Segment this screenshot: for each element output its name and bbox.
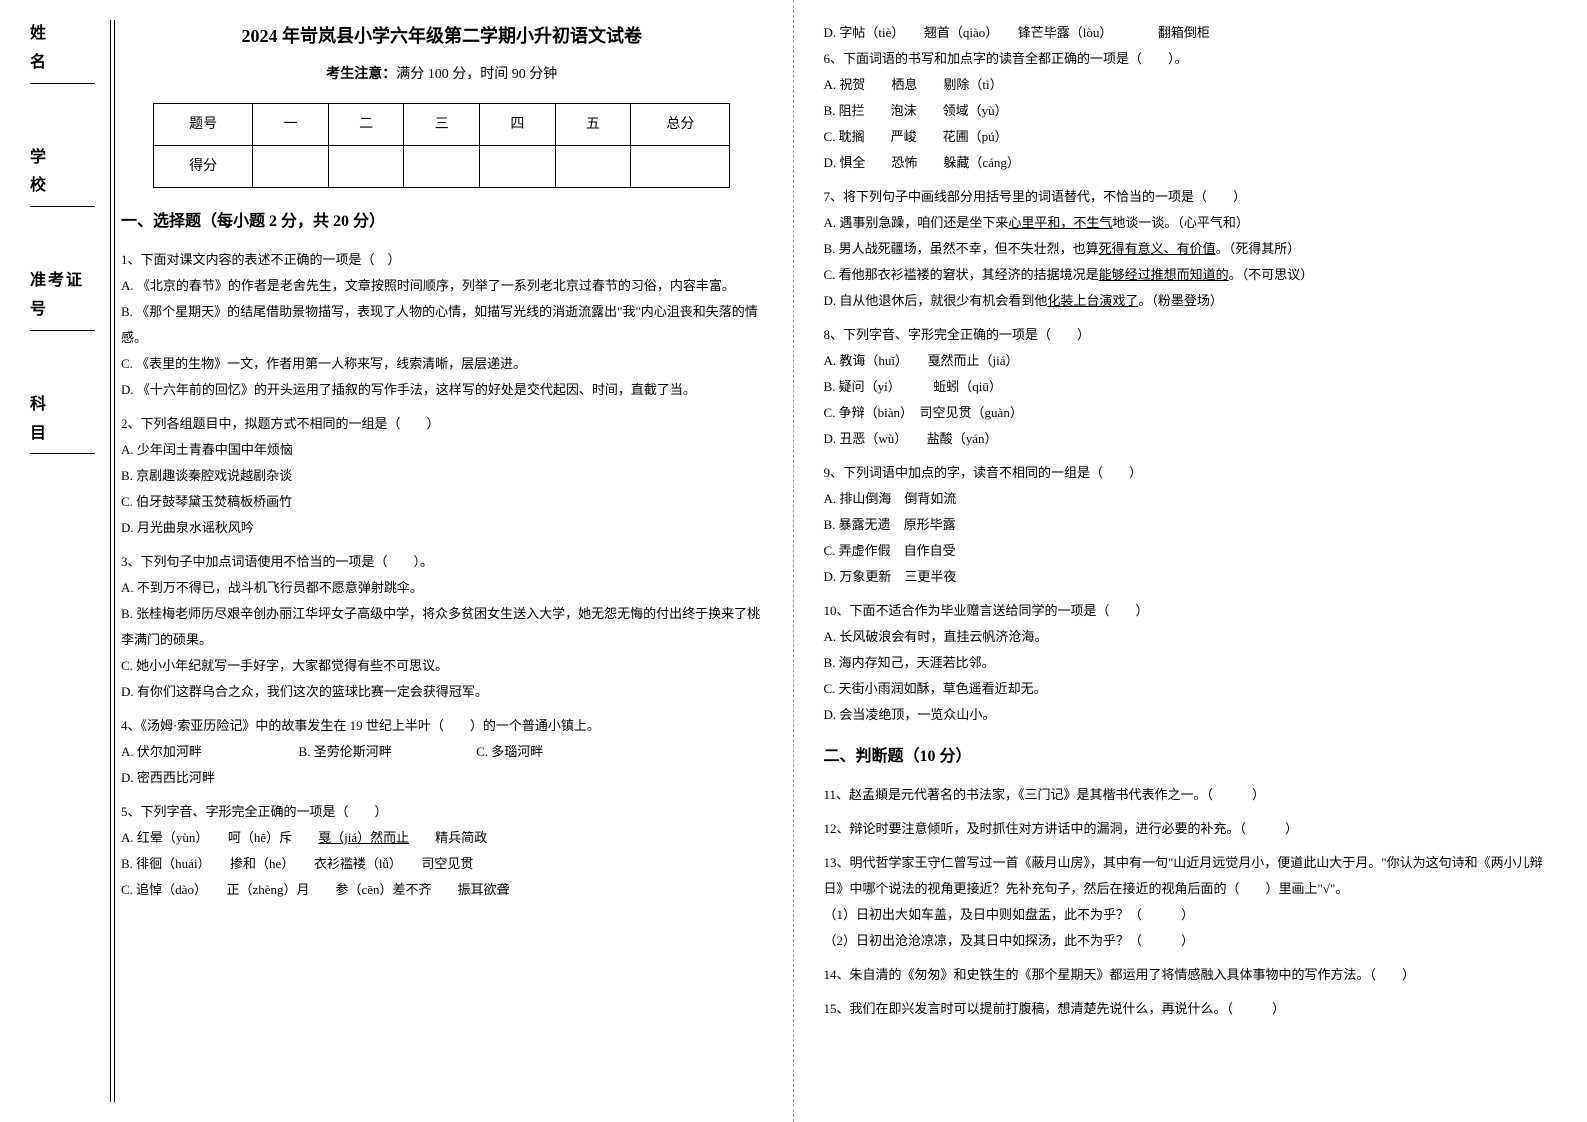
q5-b: B. 徘徊（huái） 掺和（he） 衣衫褴褛（lǚ） 司空见贯 [121,851,763,877]
notice-text: 满分 100 分，时间 90 分钟 [396,67,557,82]
q3-b: B. 张桂梅老师历尽艰辛创办丽江华坪女子高级中学，将众多贫困女生送入大学，她无怨… [121,601,763,653]
q6-stem: 6、下面词语的书写和加点字的读音全都正确的一项是（ ）。 [824,46,1558,72]
section1-title: 一、选择题（每小题 2 分，共 20 分） [121,208,763,237]
question-4: 4、《汤姆·索亚历险记》中的故事发生在 19 世纪上半叶（ ）的一个普通小镇上。… [121,713,763,791]
q9-a: A. 排山倒海 倒背如流 [824,486,1176,512]
q4-b: B. 圣劳伦斯河畔 [299,739,447,765]
q8-stem: 8、下列字音、字形完全正确的一项是（ ） [824,322,1558,348]
q2-c: C. 伯牙鼓琴黛玉焚稿板桥画竹 [121,489,429,515]
q2-stem: 2、下列各组题目中，拟题方式不相同的一组是（ ） [121,411,763,437]
q6-b: B. 阻拦 泡沫 领域（yù） [824,98,1176,124]
q7-b: B. 男人战死疆场，虽然不幸，但不失壮烈，也算死得有意义、有价值。（死得其所） [824,236,1558,262]
q10-d: D. 会当凌绝顶，一览众山小。 [824,702,1176,728]
q5-a: A. 红晕（yùn） 呵（hē）斥 戛（jiá）然而止 精兵简政 [121,825,763,851]
q3-c: C. 她小小年纪就写一手好字，大家都觉得有些不可思议。 [121,653,763,679]
score-table: 题号 一 二 三 四 五 总分 得分 [153,103,730,188]
q8-c: C. 争辩（biàn） 司空见贯（guàn） [824,400,1176,426]
q5-stem: 5、下列字音、字形完全正确的一项是（ ） [121,799,763,825]
q10-stem: 10、下面不适合作为毕业赠言送给同学的一项是（ ） [824,598,1558,624]
q9-stem: 9、下列词语中加点的字，读音不相同的一组是（ ） [824,460,1558,486]
q7-stem: 7、将下列句子中画线部分用括号里的词语替代，不恰当的一项是（ ） [824,184,1558,210]
question-12: 12、辩论时要注意倾听，及时抓住对方讲话中的漏洞，进行必要的补充。（ ） [824,816,1558,842]
q7-d: D. 自从他退休后，就很少有机会看到他化装上台演戏了。（粉墨登场） [824,288,1558,314]
q1-d: D. 《十六年前的回忆》的开头运用了插叙的写作手法，这样写的好处是交代起因、时间… [121,377,763,403]
q10-c: C. 天街小雨润如酥，草色遥看近却无。 [824,676,1176,702]
q1-b: B. 《那个星期天》的结尾借助景物描写，表现了人物的心情，如描写光线的消逝流露出… [121,299,763,351]
section2-title: 二、判断题（10 分） [824,743,1558,772]
sidebar-examid-label: 准考证号 [30,272,84,318]
score-header-0: 题号 [154,103,253,145]
q8-b: B. 疑问（yí） 蚯蚓（qiū） [824,374,1176,400]
sidebar-subject-label: 科 目 [30,396,78,442]
notice-label: 考生注意： [326,67,396,82]
q2-d: D. 月光曲泉水谣秋风吟 [121,515,429,541]
question-11: 11、赵孟頫是元代著名的书法家，《三门记》是其楷书代表作之一。（ ） [824,782,1558,808]
q13-sub1: （1）日初出大如车盖，及日中则如盘盂，此不为乎？（ ） [824,902,1558,928]
q9-d: D. 万象更新 三更半夜 [824,564,1176,590]
q7-c: C. 看他那衣衫褴褛的窘状，其经济的拮据境况是能够经过推想而知道的。（不可思议） [824,262,1558,288]
sidebar-name-label: 姓 名 [30,25,78,71]
exam-title: 2024 年岢岚县小学六年级第二学期小升初语文试卷 [121,20,763,52]
q4-a: A. 伏尔加河畔 [121,739,269,765]
q9-c: C. 弄虚作假 自作自受 [824,538,1176,564]
q3-stem: 3、下列句子中加点词语使用不恰当的一项是（ ）。 [121,549,763,575]
question-10: 10、下面不适合作为毕业赠言送给同学的一项是（ ） A. 长风破浪会有时，直挂云… [824,598,1558,728]
q10-b: B. 海内存知己，天涯若比邻。 [824,650,1176,676]
q6-d: D. 惧全 恐怖 躲藏（cáng） [824,150,1176,176]
score-header-3: 三 [404,103,480,145]
exam-notice: 考生注意：满分 100 分，时间 90 分钟 [121,62,763,87]
question-3: 3、下列句子中加点词语使用不恰当的一项是（ ）。 A. 不到万不得已，战斗机飞行… [121,549,763,705]
score-header-1: 一 [253,103,329,145]
question-7: 7、将下列句子中画线部分用括号里的词语替代，不恰当的一项是（ ） A. 遇事别急… [824,184,1558,314]
question-15: 15、我们在即兴发言时可以提前打腹稿，想清楚先说什么，再说什么。（ ） [824,996,1558,1022]
q8-d: D. 丑恶（wù） 盐酸（yán） [824,426,1176,452]
q4-stem: 4、《汤姆·索亚历险记》中的故事发生在 19 世纪上半叶（ ）的一个普通小镇上。 [121,713,763,739]
q1-stem: 1、下面对课文内容的表述不正确的一项是（ ） [121,247,763,273]
q1-a: A. 《北京的春节》的作者是老舍先生，文章按照时间顺序，列举了一系列老北京过春节… [121,273,763,299]
score-row-label: 得分 [154,145,253,187]
q4-d: D. 密西西比河畔 [121,765,269,791]
q6-c: C. 耽搁 严峻 花圃（pú） [824,124,1176,150]
question-14: 14、朱自清的《匆匆》和史铁生的《那个星期天》都运用了将情感融入具体事物中的写作… [824,962,1558,988]
question-6: 6、下面词语的书写和加点字的读音全都正确的一项是（ ）。 A. 祝贺 栖息 剔除… [824,46,1558,176]
question-13: 13、明代哲学家王守仁曾写过一首《蔽月山房》，其中有一句"山近月远觉月小，便道此… [824,850,1558,954]
q3-a: A. 不到万不得已，战斗机飞行员都不愿意弹射跳伞。 [121,575,763,601]
question-5: 5、下列字音、字形完全正确的一项是（ ） A. 红晕（yùn） 呵（hē）斥 戛… [121,799,763,903]
q10-a: A. 长风破浪会有时，直挂云帆济沧海。 [824,624,1176,650]
q2-a: A. 少年闰土青春中国中年烦恼 [121,437,429,463]
q1-c: C. 《表里的生物》一文，作者用第一人称来写，线索清晰，层层递进。 [121,351,763,377]
q9-b: B. 暴露无遗 原形毕露 [824,512,1176,538]
question-1: 1、下面对课文内容的表述不正确的一项是（ ） A. 《北京的春节》的作者是老舍先… [121,247,763,403]
question-2: 2、下列各组题目中，拟题方式不相同的一组是（ ） A. 少年闰土青春中国中年烦恼… [121,411,763,541]
score-header-2: 二 [328,103,404,145]
q13-sub2: （2）日初出沧沧凉凉，及其日中如探汤，此不为乎？（ ） [824,928,1558,954]
q4-c: C. 多瑙河畔 [476,739,624,765]
score-header-5: 五 [555,103,631,145]
q2-b: B. 京剧趣谈秦腔戏说越剧杂谈 [121,463,429,489]
q8-a: A. 教诲（huǐ） 戛然而止（jiá） [824,348,1176,374]
sidebar-school-label: 学 校 [30,149,78,195]
q3-d: D. 有你们这群乌合之众，我们这次的篮球比赛一定会获得冠军。 [121,679,763,705]
question-9: 9、下列词语中加点的字，读音不相同的一组是（ ） A. 排山倒海 倒背如流 B.… [824,460,1558,590]
exam-sidebar: 姓 名 学 校 准考证号 科 目 [30,20,110,1102]
q7-a: A. 遇事别急躁，咱们还是坐下来心里平和，不生气地谈一谈。（心平气和） [824,210,1558,236]
score-header-6: 总分 [631,103,730,145]
q13-stem: 13、明代哲学家王守仁曾写过一首《蔽月山房》，其中有一句"山近月远觉月小，便道此… [824,850,1558,902]
q6-a: A. 祝贺 栖息 剔除（tì） [824,72,1176,98]
question-8: 8、下列字音、字形完全正确的一项是（ ） A. 教诲（huǐ） 戛然而止（jiá… [824,322,1558,452]
q5-d: D. 字帖（tiè） 翘首（qiào） 锋芒毕露（lòu） 翻箱倒柜 [824,20,1558,46]
score-header-4: 四 [480,103,556,145]
q5-c: C. 追悼（dào） 正（zhèng）月 参（cēn）差不齐 振耳欲聋 [121,877,763,903]
